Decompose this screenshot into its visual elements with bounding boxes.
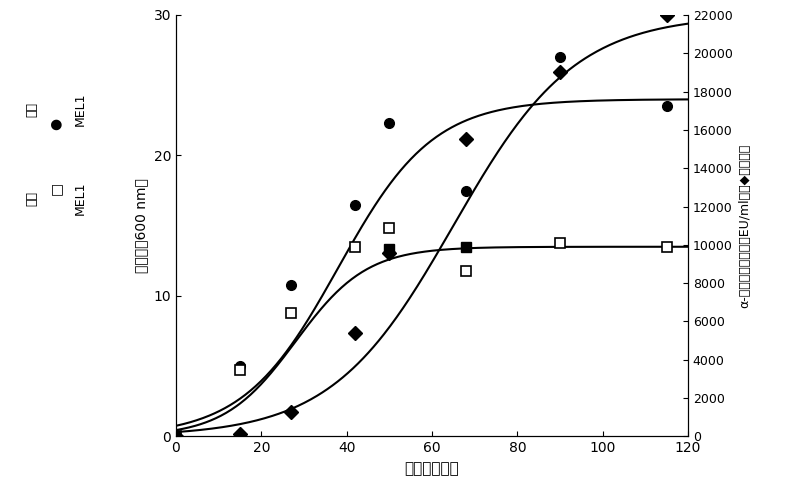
Text: 含有: 含有 bbox=[26, 102, 38, 117]
Text: □: □ bbox=[49, 182, 63, 195]
Text: MEL1: MEL1 bbox=[74, 182, 86, 215]
Y-axis label: 吸收度（600 nm）: 吸收度（600 nm） bbox=[134, 178, 148, 273]
Text: MEL1: MEL1 bbox=[74, 92, 86, 126]
Y-axis label: α-半乳糖苷酶活性（EU/ml）（◆活性的）: α-半乳糖苷酶活性（EU/ml）（◆活性的） bbox=[738, 143, 751, 308]
X-axis label: 时间（小时）: 时间（小时） bbox=[405, 461, 459, 476]
Text: ●: ● bbox=[49, 118, 63, 130]
Text: 不含: 不含 bbox=[26, 191, 38, 206]
